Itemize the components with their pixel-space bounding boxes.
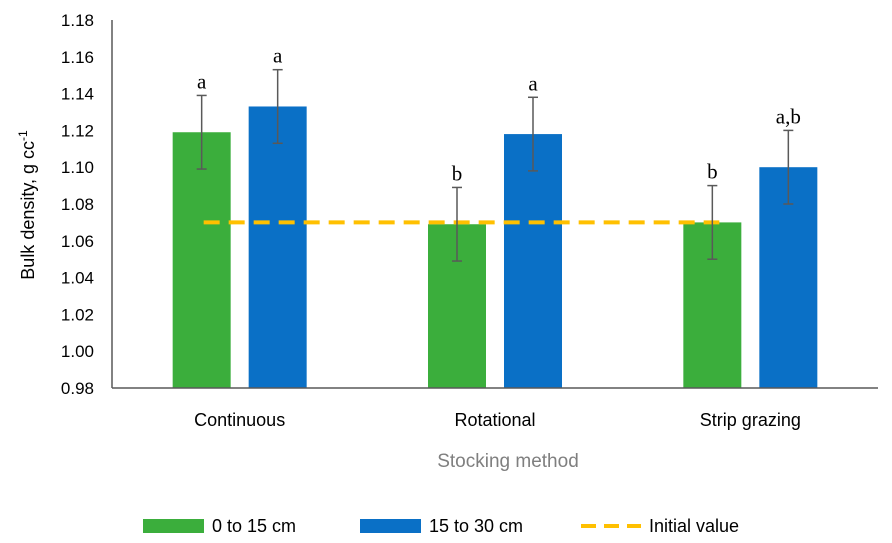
axes [111, 20, 878, 389]
y-axis-label: Bulk density, g cc-1 [16, 130, 38, 280]
significance-label: a,b [776, 104, 801, 128]
bar-rotational-series-2 [504, 134, 562, 388]
significance-labels: a a b a b a,b [197, 44, 801, 186]
significance-label: a [528, 71, 538, 95]
legend-swatch [360, 519, 421, 533]
bar-continuous-series-1 [172, 132, 231, 388]
legend-swatch [143, 519, 204, 533]
y-axis-ticks: 0.98 1.00 1.02 1.04 1.06 1.08 1.10 1.12 1.14 1.16… [61, 11, 94, 398]
significance-label: b [452, 161, 463, 185]
y-tick-label: 1.14 [61, 85, 94, 104]
legend-label: 15 to 30 cm [429, 516, 523, 536]
bar-continuous-series-2 [248, 106, 307, 388]
legend-label: 0 to 15 cm [212, 516, 296, 536]
y-axis-label-text: Bulk density, g cc [18, 141, 38, 280]
y-tick-label: 1.00 [61, 342, 94, 361]
y-axis-label-superscript: -1 [16, 130, 30, 141]
category-label: Strip grazing [700, 410, 801, 430]
legend: 0 to 15 cm 15 to 30 cm Initial value [143, 516, 739, 536]
significance-label: a [273, 44, 283, 68]
bars [172, 106, 818, 388]
category-label: Rotational [454, 410, 535, 430]
x-axis-label: Stocking method [437, 451, 579, 472]
y-tick-label: 1.02 [61, 305, 94, 324]
y-tick-label: 1.06 [61, 232, 94, 251]
legend-label: Initial value [649, 516, 739, 536]
significance-label: a [197, 69, 207, 93]
category-labels: Continuous Rotational Strip grazing [194, 410, 801, 430]
y-tick-label: 1.16 [61, 48, 94, 67]
y-tick-label: 1.18 [61, 11, 94, 30]
y-tick-label: 1.12 [61, 121, 94, 140]
significance-label: b [707, 160, 718, 184]
error-bars [196, 68, 794, 262]
category-label: Continuous [194, 410, 285, 430]
y-tick-label: 1.04 [61, 269, 94, 288]
y-tick-label: 1.10 [61, 158, 94, 177]
y-tick-label: 0.98 [61, 379, 94, 398]
y-tick-label: 1.08 [61, 195, 94, 214]
